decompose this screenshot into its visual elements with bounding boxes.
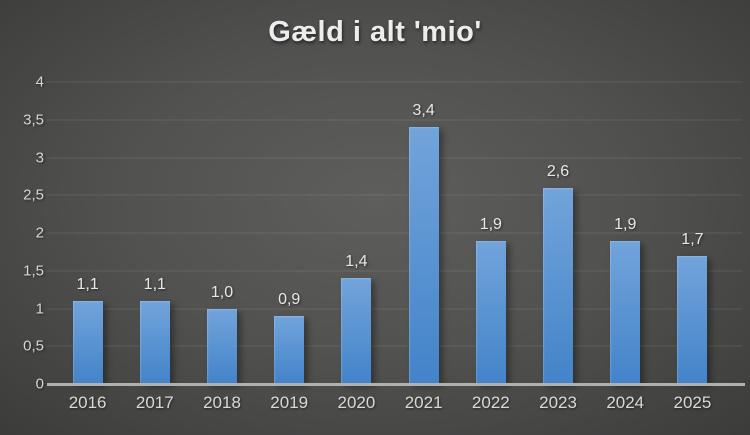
bars-container: 1,1 1,1 1,0 0,9 1,4 3,4 1,9 2,6 1,9 1,7 — [54, 82, 726, 384]
bar-2024 — [610, 240, 641, 384]
value-label: 1,9 — [614, 215, 637, 233]
x-tick-label: 2022 — [471, 393, 510, 412]
bar-2021 — [408, 127, 439, 384]
x-tick-label: 2021 — [404, 393, 443, 412]
bar-slot: 3,4 — [390, 82, 457, 384]
y-tick-label: 0,5 — [23, 337, 44, 355]
gridline — [47, 81, 742, 83]
bar-slot: 1,4 — [323, 82, 390, 384]
y-tick-label: 4 — [35, 73, 44, 91]
x-tick-label: 2020 — [337, 393, 376, 412]
bar-2022 — [475, 240, 506, 384]
bar-slot: 1,0 — [188, 82, 255, 384]
gridline — [47, 308, 742, 309]
gridline — [47, 345, 742, 347]
value-label: 0,9 — [278, 291, 301, 309]
value-label: 1,9 — [479, 215, 502, 233]
x-tick-label: 2016 — [68, 393, 107, 412]
x-tick-label: 2025 — [673, 393, 712, 412]
x-tick-label: 2024 — [606, 393, 645, 412]
y-tick-label: 3 — [35, 149, 44, 166]
x-tick-label: 2017 — [135, 393, 174, 412]
bar-2019 — [274, 316, 305, 384]
bar-2016 — [72, 300, 103, 384]
value-label: 1,0 — [210, 283, 234, 301]
y-tick-label: 2 — [35, 224, 44, 242]
x-tick-label: 2019 — [270, 393, 309, 412]
value-label: 1,4 — [345, 253, 368, 271]
x-tick-label: 2018 — [203, 393, 241, 412]
y-tick-label: 0 — [35, 375, 44, 393]
bar-slot: 1,9 — [592, 82, 659, 384]
bar-2017 — [139, 300, 170, 384]
gridline — [47, 194, 742, 196]
bar-slot: 0,9 — [256, 82, 323, 384]
y-tick-label: 2,5 — [23, 186, 44, 204]
bar-slot: 1,1 — [54, 82, 121, 384]
bar-2023 — [543, 187, 574, 384]
bar-2018 — [207, 308, 237, 384]
gridline — [47, 157, 742, 158]
bar-2025 — [677, 255, 708, 384]
y-axis-labels: 0 0,5 1 1,5 2 2,5 3 3,5 4 — [2, 74, 44, 393]
y-tick-label: 1 — [35, 300, 44, 317]
x-tick-label: 2023 — [539, 393, 577, 412]
bar-2020 — [341, 278, 372, 384]
value-label: 1,1 — [143, 275, 166, 293]
value-label: 1,7 — [681, 230, 704, 248]
y-tick-label: 3,5 — [23, 111, 44, 129]
bar-slot: 1,9 — [457, 82, 524, 384]
x-axis-line — [47, 383, 745, 386]
bar-slot: 2,6 — [524, 82, 591, 384]
y-tick-label: 1,5 — [23, 262, 44, 280]
chart-title: Gæld i alt 'mio' — [268, 16, 482, 48]
value-label: 3,4 — [412, 102, 435, 120]
plot-area: 1,1 1,1 1,0 0,9 1,4 3,4 1,9 2,6 1,9 1,7 — [47, 81, 745, 386]
gridline — [47, 119, 742, 121]
gridline — [47, 270, 742, 272]
gridline — [47, 232, 742, 234]
value-label: 1,1 — [76, 275, 99, 293]
bar-slot: 1,1 — [121, 82, 188, 384]
x-axis-labels: 2016 2017 2018 2019 2020 2021 2022 2023 2024 2025 — [54, 393, 726, 413]
value-label: 2,6 — [546, 162, 570, 180]
bar-slot: 1,7 — [659, 82, 726, 384]
